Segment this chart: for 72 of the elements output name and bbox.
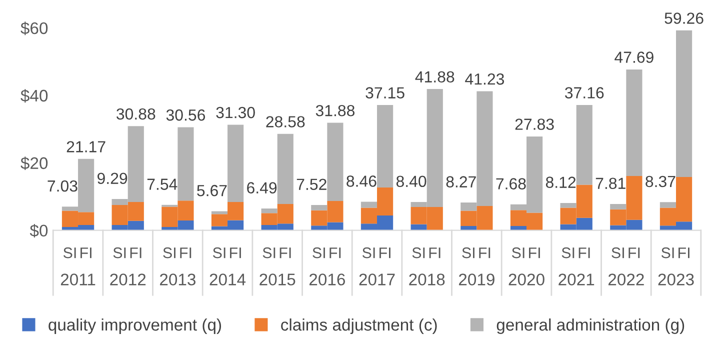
- x-tick-label: FI: [130, 248, 142, 258]
- total-label: 8.37: [646, 176, 676, 188]
- text: 2022: [608, 274, 644, 286]
- total-label: 7.54: [147, 178, 178, 190]
- x-tick-label: FI: [180, 248, 192, 258]
- x-tick-label: FI: [80, 248, 92, 258]
- total-label: 37.16: [565, 87, 604, 98]
- total-label: 8.12: [546, 176, 576, 188]
- total-label: 7.03: [48, 180, 78, 192]
- text: 2012: [110, 274, 146, 286]
- y-tick-label: $60: [20, 22, 48, 36]
- text: 2023: [658, 274, 694, 286]
- x-tick-label: FI: [529, 248, 540, 258]
- total-label: 21.17: [66, 141, 106, 152]
- x-tick-label: FI: [429, 248, 440, 258]
- x-tick-label: SI: [612, 247, 624, 258]
- total-label: 41.88: [415, 71, 454, 83]
- total-label: 28.58: [266, 116, 305, 128]
- total-label: 8.27: [446, 176, 476, 188]
- total-label: 27.83: [515, 118, 554, 130]
- y-tick-label: $40: [20, 89, 48, 103]
- total-label: 7.81: [596, 178, 626, 190]
- total-label: 9.29: [98, 172, 128, 184]
- x-tick-label: SI: [412, 247, 425, 258]
- x-tick-label: FI: [479, 248, 490, 258]
- x-tick-label: SI: [562, 247, 574, 258]
- x-tick-label: FI: [280, 248, 291, 258]
- total-label: 5.67: [197, 184, 227, 196]
- total-label: 30.88: [116, 108, 156, 120]
- x-tick-label: FI: [230, 248, 241, 258]
- x-tick-label: SI: [661, 247, 674, 258]
- x-tick-label: FI: [628, 248, 640, 258]
- total-label: 8.46: [346, 176, 376, 187]
- legend-label: general administration (g): [496, 318, 684, 334]
- text: 2014: [210, 274, 246, 286]
- total-label: 7.68: [496, 178, 526, 190]
- x-tick-label: SI: [312, 247, 325, 258]
- text: 2017: [359, 274, 395, 286]
- text: 2021: [558, 274, 594, 286]
- text: 2011: [60, 274, 96, 286]
- total-label: 31.88: [316, 104, 355, 116]
- legend-label: quality improvement (q): [48, 318, 222, 334]
- text: 2019: [458, 274, 494, 286]
- x-tick-label: SI: [262, 247, 276, 258]
- text: 2020: [508, 274, 544, 286]
- text: 2013: [160, 274, 196, 286]
- x-tick-label: FI: [380, 248, 390, 258]
- x-tick-label: FI: [578, 248, 590, 258]
- total-label: 30.56: [166, 109, 206, 121]
- total-label: 37.15: [366, 87, 404, 98]
- x-tick-label: SI: [63, 247, 76, 258]
- y-tick-label: $20: [20, 156, 48, 170]
- x-tick-label: SI: [512, 247, 524, 258]
- x-tick-label: SI: [212, 247, 226, 258]
- total-label: 6.49: [247, 182, 277, 194]
- total-label: 31.30: [216, 106, 255, 118]
- y-tick-label: $0: [30, 224, 48, 238]
- x-tick-label: FI: [330, 248, 341, 258]
- total-label: 59.26: [664, 12, 704, 24]
- text: 2015: [260, 274, 296, 286]
- total-label: 8.40: [396, 176, 426, 188]
- total-label: 47.69: [614, 52, 654, 63]
- text: 2018: [409, 274, 445, 286]
- x-tick-label: SI: [163, 247, 176, 258]
- x-tick-label: SI: [462, 247, 474, 258]
- x-tick-label: SI: [362, 247, 375, 258]
- legend-label: claims adjustment (c): [281, 318, 437, 334]
- total-label: 41.23: [465, 73, 504, 85]
- x-tick-label: SI: [113, 247, 126, 258]
- x-tick-label: FI: [678, 248, 690, 258]
- total-label: 7.52: [296, 178, 326, 190]
- text: 2016: [309, 274, 345, 286]
